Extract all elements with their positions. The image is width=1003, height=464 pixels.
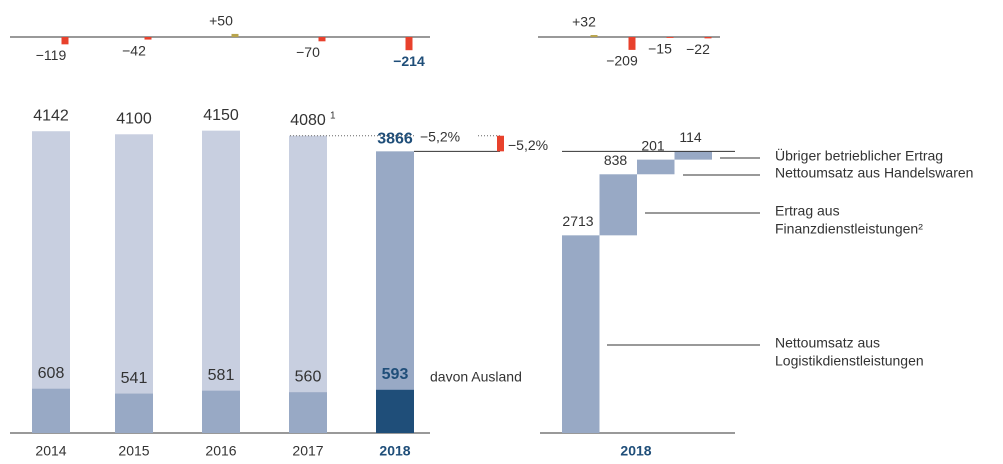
change-label: −209: [606, 53, 638, 69]
x-tick-label: 2018: [379, 443, 410, 459]
series-label: davon Ausland: [430, 368, 522, 384]
value-label: 201: [641, 137, 665, 153]
change-bar: [666, 37, 674, 38]
foreign-bar: [115, 393, 153, 433]
category-label: Ertrag aus: [775, 203, 840, 219]
value-label: 4142: [33, 107, 69, 124]
change-bar: [704, 37, 712, 39]
change-bar: [318, 37, 326, 42]
change-bar: [231, 33, 239, 37]
total-bar: [202, 130, 240, 433]
value-label: 838: [604, 152, 628, 168]
change-label: +50: [209, 13, 233, 29]
value-label: 581: [208, 367, 235, 384]
foreign-bar: [289, 392, 327, 433]
change-bar: [590, 35, 598, 37]
category-label: Übriger betrieblicher Ertrag: [775, 147, 943, 164]
value-label: 608: [38, 365, 65, 382]
waterfall-bar: [562, 235, 600, 433]
total-bar: [32, 131, 70, 433]
category-label: Nettoumsatz aus Handelswaren: [775, 165, 973, 181]
annotation: −5,2%: [420, 128, 460, 144]
value-label: 114: [679, 129, 702, 145]
change-bar: [144, 37, 152, 40]
waterfall-bar: [674, 151, 712, 160]
change-label: −42: [122, 42, 146, 58]
change-label: +32: [572, 14, 596, 30]
value-label: 4100: [116, 111, 152, 128]
change-bar: [405, 37, 413, 51]
change-bar: [497, 135, 504, 152]
x-tick-label: 2016: [205, 443, 236, 459]
change-label: −214: [393, 53, 425, 69]
x-tick-label: 2015: [118, 443, 149, 459]
category-label: Nettoumsatz aus: [775, 335, 880, 351]
value-label: 541: [121, 370, 148, 387]
footnote: 1: [330, 110, 336, 121]
x-label: 2018: [620, 443, 651, 459]
category-label: Logistikdienstleistungen: [775, 353, 924, 369]
change-label: −15: [648, 41, 672, 57]
value-label: 593: [382, 366, 409, 383]
category-label: Finanzdienstleistungen²: [775, 221, 923, 237]
x-tick-label: 2014: [35, 443, 66, 459]
value-label: 4080: [290, 112, 326, 129]
value-label: 2713: [562, 213, 593, 229]
change-label: −22: [686, 41, 710, 57]
x-tick-label: 2017: [292, 443, 323, 459]
waterfall-bar: [637, 159, 675, 175]
foreign-bar: [202, 390, 240, 433]
annotation: −5,2%: [508, 137, 548, 153]
waterfall-bar: [599, 174, 637, 236]
value-label: 3866: [377, 131, 413, 148]
change-bar: [628, 37, 636, 50]
change-label: −70: [296, 44, 320, 60]
change-label: −119: [36, 47, 67, 63]
value-label: 560: [295, 368, 322, 385]
foreign-bar: [32, 388, 70, 433]
total-bar: [289, 135, 327, 433]
foreign-bar: [376, 389, 414, 433]
change-bar: [61, 37, 69, 45]
value-label: 4150: [203, 107, 239, 124]
total-bar: [376, 151, 414, 433]
total-bar: [115, 134, 153, 434]
